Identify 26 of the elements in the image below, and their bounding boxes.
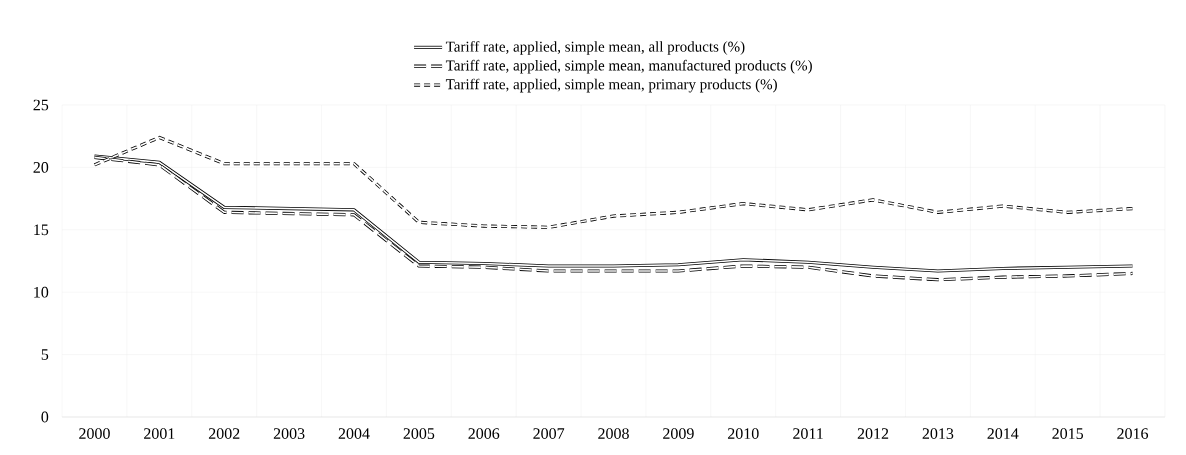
legend-label: Tariff rate, applied, simple mean, all products (%) [445, 41, 745, 55]
x-tick-label: 2001 [144, 428, 175, 439]
legend-label: Tariff rate, applied, simple mean, primary products (%) [445, 78, 777, 93]
x-tick-label: 2006 [468, 428, 500, 439]
y-tick-label: 15 [34, 224, 49, 236]
x-tick-label: 2016 [1117, 428, 1149, 439]
x-tick-label: 2013 [922, 428, 954, 439]
y-tick-label: 5 [41, 349, 49, 360]
x-tick-label: 2009 [663, 428, 694, 439]
x-tick-label: 2015 [1052, 428, 1084, 439]
x-tick-label: 2012 [857, 428, 889, 439]
x-tick-label: 2010 [727, 428, 759, 439]
y-tick-label: 25 [33, 99, 49, 111]
x-tick-label: 2011 [793, 428, 823, 439]
x-tick-label: 2005 [403, 428, 435, 439]
y-tick-label: 20 [33, 162, 49, 173]
x-tick-label: 2004 [338, 428, 370, 439]
legend-label: Tariff rate, applied, simple mean, manufactured products (%) [445, 59, 812, 74]
x-tick-label: 2014 [987, 428, 1019, 439]
x-tick-label: 2007 [533, 428, 565, 439]
x-tick-label: 2003 [273, 428, 305, 439]
y-tick-label: 0 [41, 411, 49, 423]
y-tick-label: 10 [34, 286, 49, 298]
x-tick-label: 2000 [79, 428, 110, 439]
x-tick-label: 2002 [208, 428, 240, 439]
x-tick-label: 2008 [598, 428, 629, 439]
